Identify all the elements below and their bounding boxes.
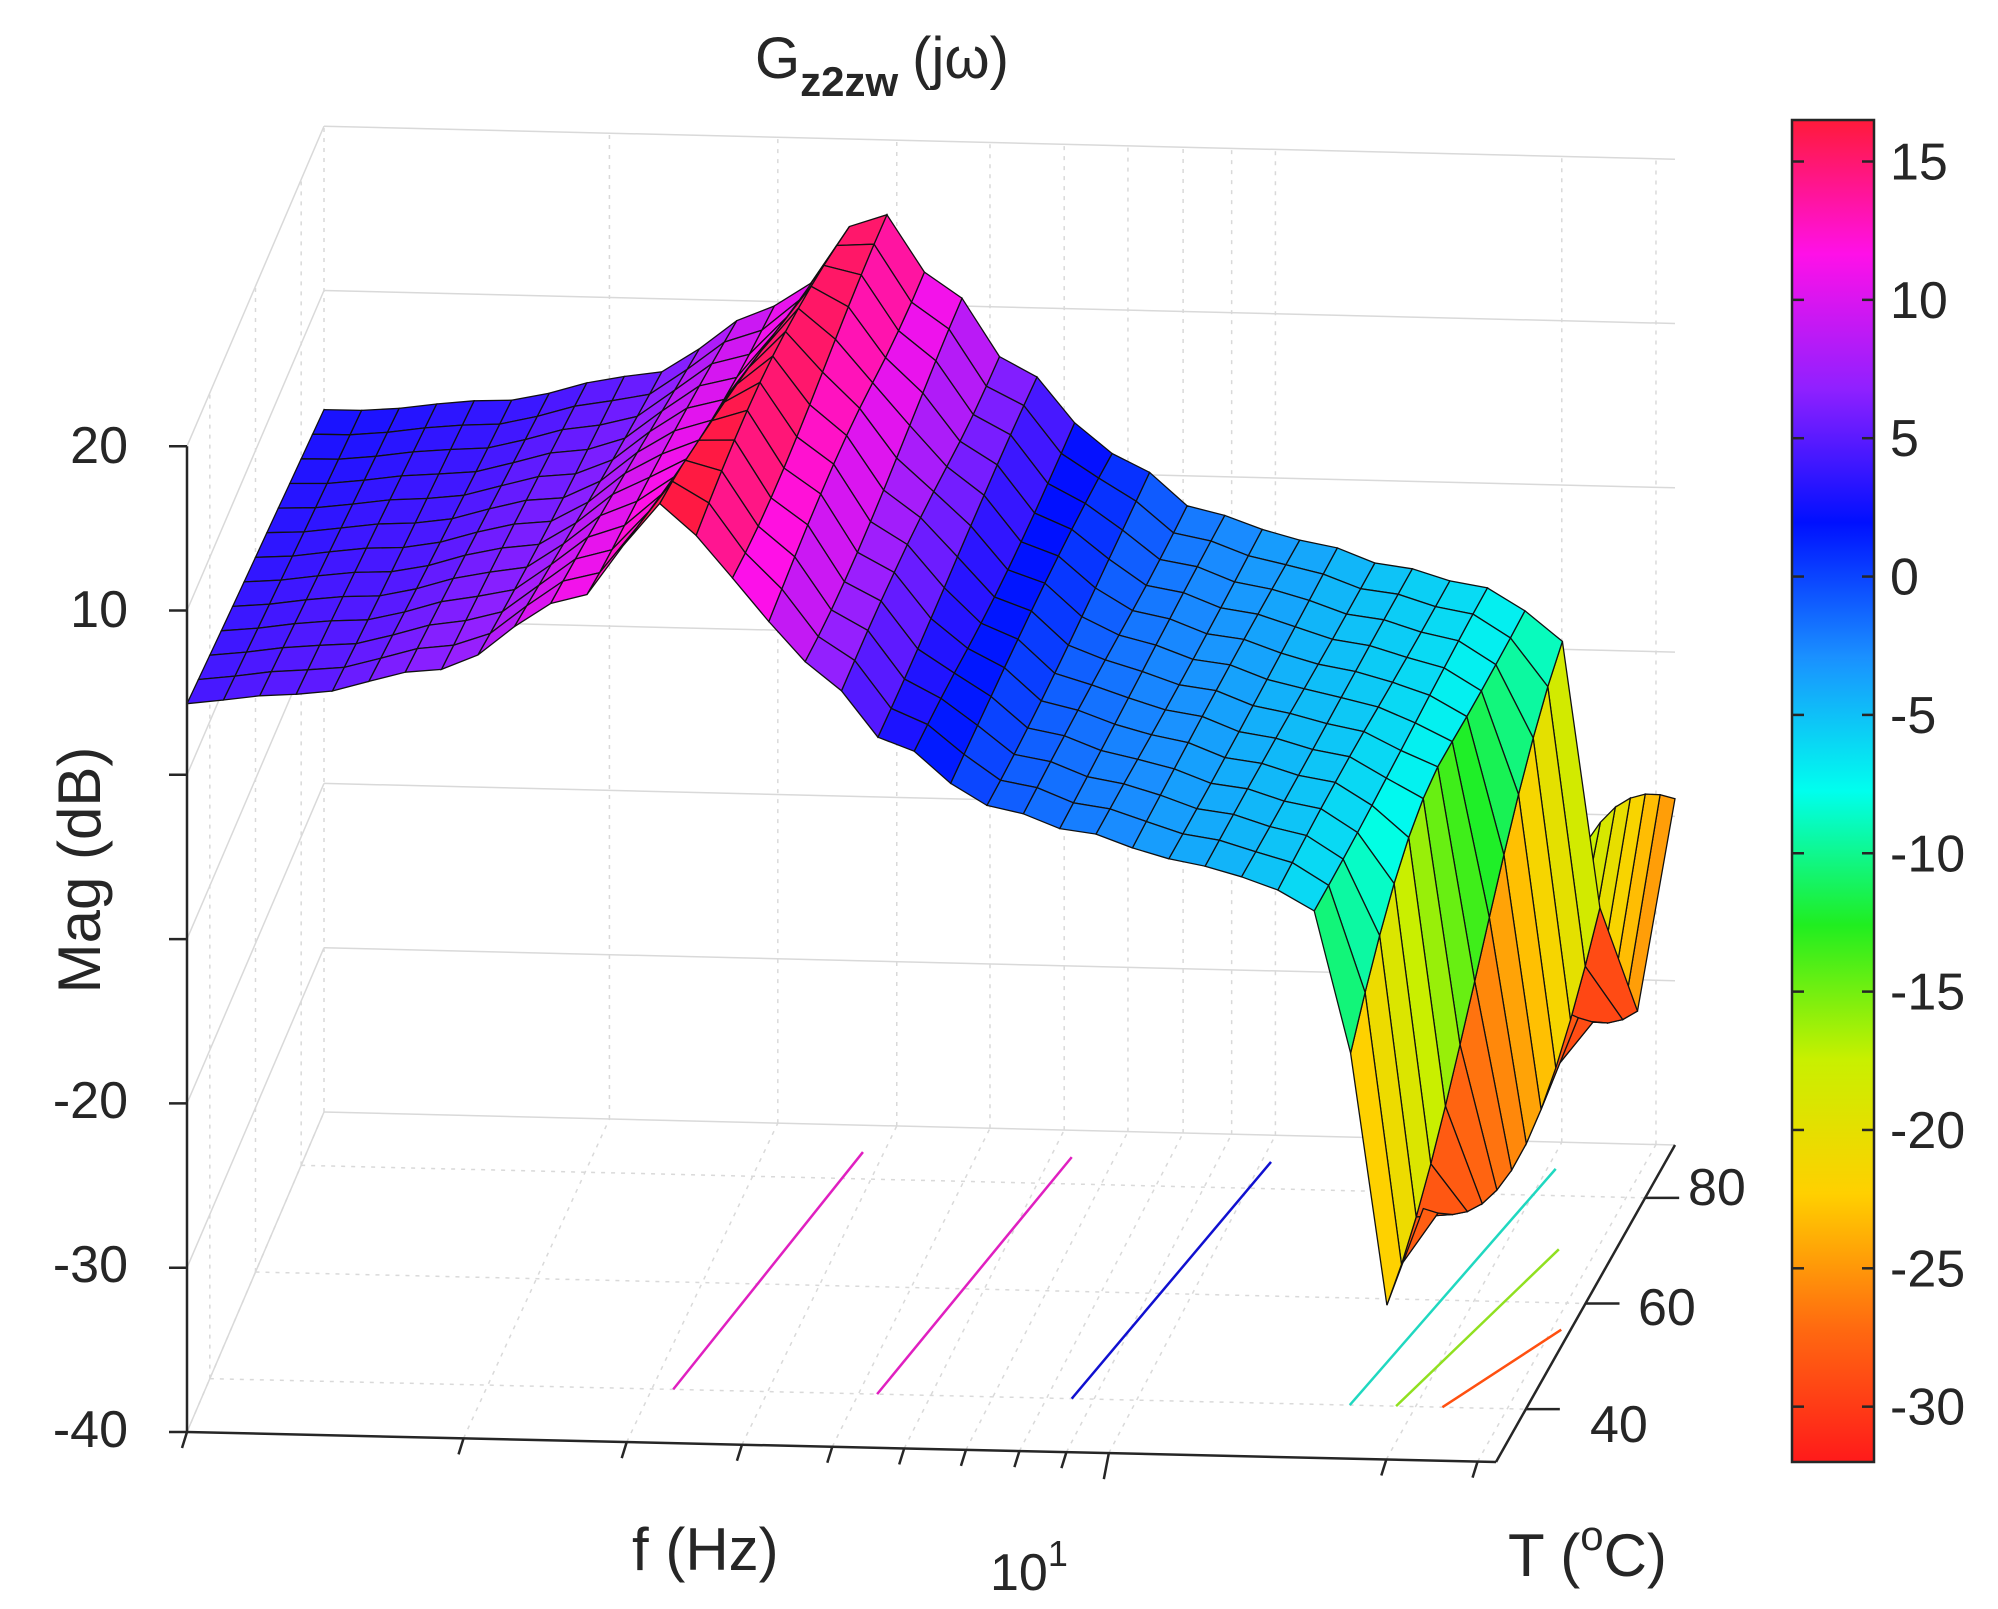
contour-line bbox=[1395, 1248, 1560, 1408]
x-tick bbox=[620, 1441, 628, 1459]
t-axis-label: T (oC) bbox=[1508, 1512, 1667, 1589]
gridline bbox=[186, 783, 325, 1104]
x-tick bbox=[1013, 1450, 1021, 1468]
z-tick-label: 10 bbox=[70, 581, 128, 639]
x-tick bbox=[826, 1446, 834, 1464]
chart-title: Gz2zw (jω) bbox=[755, 26, 1009, 105]
x-tick bbox=[1471, 1461, 1479, 1478]
x-axis-line bbox=[186, 1430, 1497, 1464]
colorbar-ticks: 15 10 5 0 -5 -10 -15 -20 -25 -30 bbox=[1792, 134, 1965, 1437]
x-tick-label: 101 bbox=[990, 1533, 1068, 1602]
axes-frame bbox=[169, 444, 1680, 1480]
z-tick-label: -30 bbox=[53, 1236, 128, 1294]
t-tick-label: 60 bbox=[1638, 1279, 1696, 1337]
colorbar: 15 10 5 0 -5 -10 -15 -20 -25 -30 bbox=[1790, 118, 1965, 1464]
gridline bbox=[741, 1125, 898, 1446]
t-tick-labels: 40 60 80 bbox=[1590, 1159, 1746, 1454]
surface-patch bbox=[185, 675, 236, 705]
x-tick bbox=[1102, 1452, 1111, 1480]
x-tick bbox=[897, 1448, 906, 1465]
colorbar-tick-label: -15 bbox=[1890, 964, 1965, 1022]
contour-line bbox=[1070, 1161, 1272, 1400]
z-tick-labels: 20 10 -20 -30 -40 bbox=[53, 417, 128, 1459]
contour-line bbox=[1348, 1168, 1557, 1406]
colorbar-tick-label: 15 bbox=[1890, 134, 1948, 192]
gridline bbox=[209, 1377, 1526, 1410]
x-tick bbox=[457, 1437, 465, 1455]
gridline bbox=[255, 1271, 1586, 1305]
gridline bbox=[1108, 1134, 1277, 1454]
t-tick-label: 80 bbox=[1688, 1159, 1746, 1217]
contour-line bbox=[672, 1151, 864, 1391]
x-tick bbox=[1380, 1459, 1388, 1476]
x-tick bbox=[959, 1449, 968, 1467]
colorbar-tick-label: 10 bbox=[1890, 272, 1948, 330]
z-tick-label: -20 bbox=[53, 1072, 128, 1130]
gridline bbox=[903, 1129, 1065, 1449]
colorbar-tick-label: -25 bbox=[1890, 1240, 1965, 1298]
gridline bbox=[323, 125, 1676, 160]
contour-line bbox=[876, 1156, 1073, 1395]
x-axis-label: f (Hz) bbox=[632, 1516, 779, 1583]
colorbar-tick-label: 0 bbox=[1890, 549, 1919, 607]
colorbar-tick-label: -10 bbox=[1890, 825, 1965, 883]
colorbar-tick-label: -5 bbox=[1890, 687, 1936, 745]
t-tick-label: 40 bbox=[1590, 1396, 1648, 1454]
gridline bbox=[323, 289, 1676, 325]
surface-mesh bbox=[185, 213, 1676, 1306]
contour-line bbox=[1441, 1328, 1562, 1409]
gridline bbox=[186, 125, 325, 447]
z-tick-label: -40 bbox=[53, 1401, 128, 1459]
colorbar-gradient bbox=[1790, 118, 1876, 1464]
x-tick bbox=[735, 1444, 744, 1462]
z-tick-label: 20 bbox=[70, 417, 128, 475]
gridline bbox=[831, 1127, 991, 1448]
gridline bbox=[462, 1118, 611, 1439]
gridline bbox=[186, 947, 325, 1268]
gridline bbox=[626, 1122, 779, 1443]
contour-lines bbox=[672, 1151, 1562, 1409]
colorbar-tick-label: 5 bbox=[1890, 410, 1919, 468]
x-tick bbox=[1060, 1451, 1068, 1469]
colorbar-tick-label: -30 bbox=[1890, 1379, 1965, 1437]
z-axis-label: Mag (dB) bbox=[46, 747, 113, 994]
x-tick bbox=[180, 1431, 189, 1449]
gridline bbox=[1018, 1132, 1184, 1452]
colorbar-tick-label: -20 bbox=[1890, 1102, 1965, 1160]
